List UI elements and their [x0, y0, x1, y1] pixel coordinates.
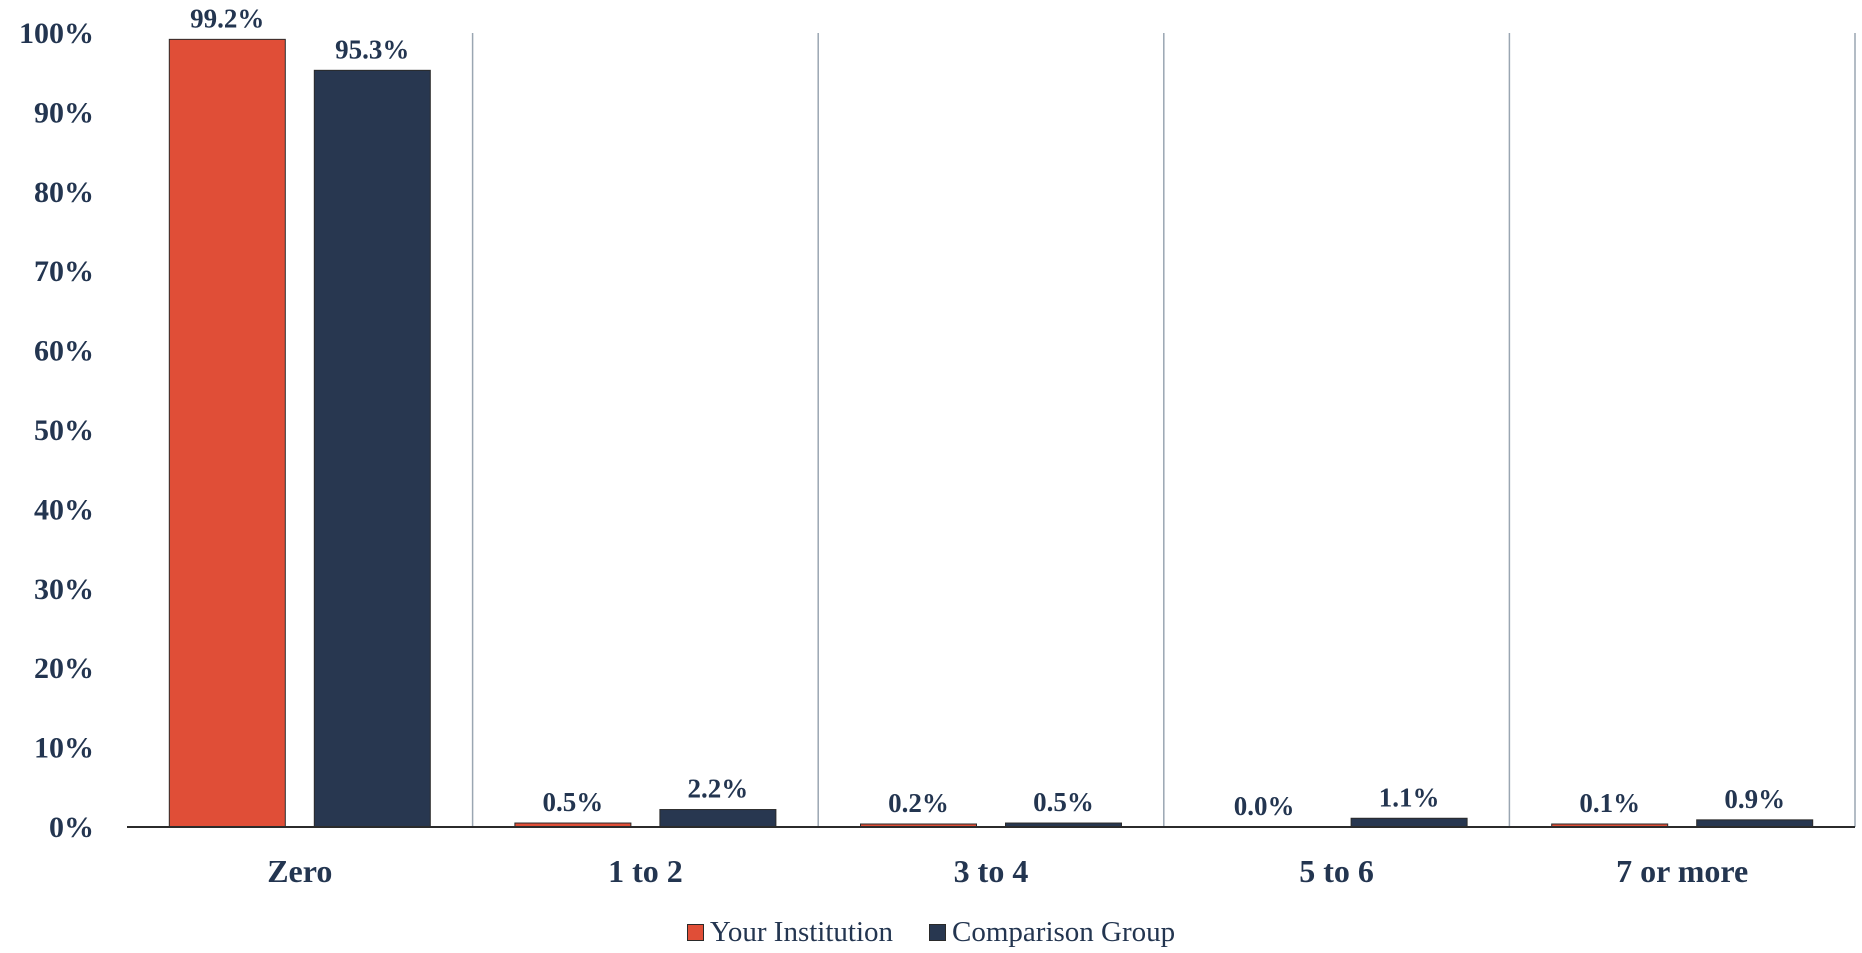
bar-your-institution: [168, 38, 286, 828]
data-label: 0.1%: [1579, 788, 1640, 818]
legend-swatch-comparison-group: [929, 924, 947, 941]
y-tick-label: 30%: [34, 573, 94, 606]
data-labels: 99.2% 95.3% 0.5% 2.2% 0.2% 0.5% 0.0% 1.1% 0.1% 0.…: [190, 3, 1785, 821]
x-category-label: 3 to 4: [954, 853, 1029, 889]
y-tick-label: 60%: [34, 335, 94, 368]
legend-item-your-institution: Your Institution: [686, 916, 894, 949]
y-axis-ticks: 0% 10% 20% 30% 40% 50% 60% 70% 80% 90% 100%: [19, 17, 94, 844]
y-tick-label: 80%: [34, 176, 94, 209]
y-tick-label: 90%: [34, 96, 94, 129]
y-tick-label: 40%: [34, 493, 94, 526]
category-separators: [471, 33, 1856, 827]
data-label: 0.5%: [543, 787, 604, 817]
data-label: 0.2%: [888, 788, 949, 818]
x-category-label: Zero: [267, 853, 332, 889]
bar-comparison-group: [313, 69, 431, 828]
bar-comparison-group: [1350, 817, 1468, 828]
y-tick-label: 10%: [34, 732, 94, 765]
data-label: 0.0%: [1234, 791, 1295, 821]
bars: [168, 38, 1814, 828]
data-label: 2.2%: [688, 774, 749, 804]
x-category-label: 1 to 2: [608, 853, 683, 889]
bar-chart: 0%10%20%30%40%50%60%70%80%90%100% 99.2%9…: [19, 3, 1856, 889]
x-category-label: 7 or more: [1616, 853, 1748, 889]
bar-comparison-group: [1696, 819, 1814, 828]
data-label: 99.2%: [190, 3, 264, 33]
data-label: 95.3%: [335, 34, 409, 64]
y-tick-label: 100%: [19, 17, 94, 50]
legend-swatch-your-institution: [686, 924, 704, 941]
x-category-label: 5 to 6: [1299, 853, 1374, 889]
legend: Your Institution Comparison Group: [0, 916, 1862, 949]
y-tick-label: 70%: [34, 255, 94, 288]
y-tick-label: 20%: [34, 652, 94, 685]
y-tick-label: 0%: [49, 811, 94, 844]
legend-label-comparison-group: Comparison Group: [952, 916, 1176, 948]
legend-label-your-institution: Your Institution: [709, 916, 894, 948]
data-label: 1.1%: [1379, 782, 1440, 812]
data-label: 0.5%: [1033, 787, 1094, 817]
data-label: 0.9%: [1724, 784, 1785, 814]
legend-item-comparison-group: Comparison Group: [929, 916, 1175, 949]
x-axis-categories: Zero 1 to 2 3 to 4 5 to 6 7 or more: [267, 853, 1748, 889]
bar-comparison-group: [659, 809, 777, 828]
y-tick-label: 50%: [34, 414, 94, 447]
